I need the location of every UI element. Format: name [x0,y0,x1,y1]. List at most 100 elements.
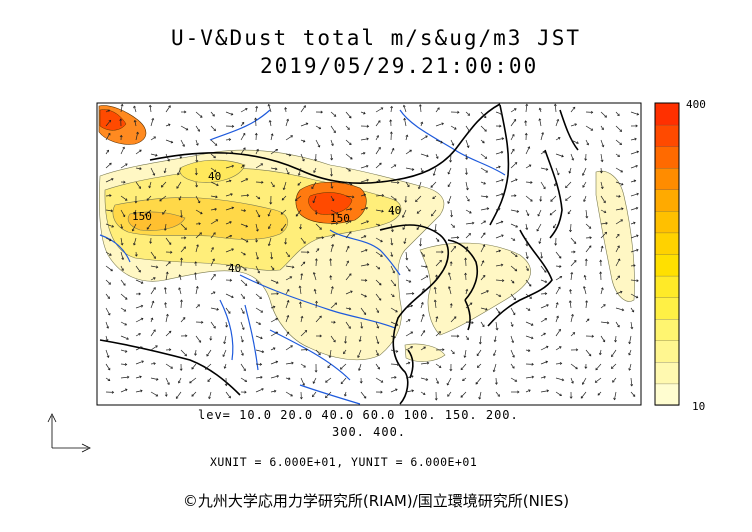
wind-arrow-head [475,381,479,385]
wind-arrow-head [456,236,460,239]
wind-arrow-head [241,353,244,356]
wind-arrow [480,307,488,310]
wind-arrow [240,194,249,197]
wind-arrow-head [401,215,405,218]
wind-arrow-head [527,146,531,149]
wind-arrow-head [497,394,500,397]
wind-arrow-head [178,274,182,277]
wind-arrow [465,139,469,148]
wind-arrow [300,273,303,281]
wind-arrow-head [197,200,201,204]
wind-arrow-head [363,235,367,238]
wind-arrow-head [411,167,415,171]
wind-arrow [495,234,504,239]
wind-arrow [582,181,587,188]
wind-arrow-head [553,103,557,107]
wind-arrow-head [603,200,606,204]
dust-area-core-west [127,211,186,231]
wind-arrow-head [212,114,215,117]
wind-arrow-head [297,183,301,186]
wind-arrow [630,293,638,299]
wind-arrow [105,307,111,316]
wind-arrow [299,302,302,309]
wind-arrow [435,122,444,127]
wind-arrow-head [213,326,216,329]
wind-arrow-head [402,104,406,108]
wind-arrow [330,195,335,201]
wind-arrow [135,390,143,393]
wind-arrow [300,363,306,368]
wind-arrow [195,125,200,132]
wind-arrow-head [198,222,201,226]
wind-arrow-head [447,171,451,175]
wind-arrow-head [449,368,453,372]
wind-arrow-head [280,212,284,215]
wind-arrow [165,363,173,369]
wind-arrow [510,149,515,155]
wind-arrow [360,235,367,239]
wind-arrow-head [501,279,505,283]
wind-arrow-head [150,317,154,321]
wind-arrow [434,287,437,295]
wind-arrow-head [530,199,533,202]
wind-arrow-head [304,330,308,333]
wind-arrow-head [120,242,124,246]
wind-arrow-head [588,245,592,248]
wind-arrow [240,363,246,371]
wind-arrow [600,167,602,173]
wind-arrow-head [582,185,585,188]
wind-arrow [105,265,113,272]
wind-arrow-head [494,382,498,385]
wind-arrow [435,107,440,113]
wind-arrow-head [109,253,112,256]
wind-arrow-head [365,206,369,210]
colorbar-step [654,340,680,363]
wind-arrow-head [597,393,601,396]
wind-arrow-head [397,181,400,185]
wind-arrow [295,209,302,217]
wind-arrow [240,237,249,243]
wind-arrow-head [139,149,142,153]
wind-arrow [325,391,332,398]
wind-arrow-head [594,380,598,383]
wind-arrow-head [430,185,434,188]
wind-arrow [595,363,602,371]
wind-arrow [420,346,426,351]
wind-arrow-head [267,243,271,247]
wind-arrow-head [291,361,294,365]
wind-arrow-head [272,184,275,188]
wind-arrow [150,167,155,176]
wind-arrow [210,258,215,267]
wind-arrow-head [528,164,532,168]
wind-arrow-head [124,363,128,366]
wind-arrow [180,223,187,230]
wind-arrow-head [313,288,317,292]
wind-arrow-head [545,360,549,364]
wind-arrow-head [201,320,204,324]
wind-arrow [493,349,497,356]
wind-arrow-head [178,197,182,201]
wind-arrow [630,138,637,141]
wind-arrow [495,221,503,225]
wind-arrow-head [544,318,548,321]
wind-arrow-head [635,164,638,168]
wind-arrow [555,315,559,323]
wind-arrow-head [585,300,589,303]
wind-arrow [536,223,542,232]
wind-arrow-head [377,266,381,270]
wind-arrow-head [288,153,292,157]
wind-arrow [255,307,263,313]
wind-arrow [285,289,290,295]
wind-arrow [480,139,485,144]
wind-arrow-head [146,198,150,201]
wind-arrow-head [422,330,426,333]
wind-arrow [465,111,470,116]
wind-arrow-head [168,330,172,334]
wind-arrow-head [317,145,321,148]
wind-arrow [162,209,167,215]
wind-arrow [345,153,353,160]
wind-arrow-head [314,158,318,162]
wind-arrow [330,181,333,189]
wind-arrow-head [196,244,199,247]
wind-arrow [430,181,437,188]
